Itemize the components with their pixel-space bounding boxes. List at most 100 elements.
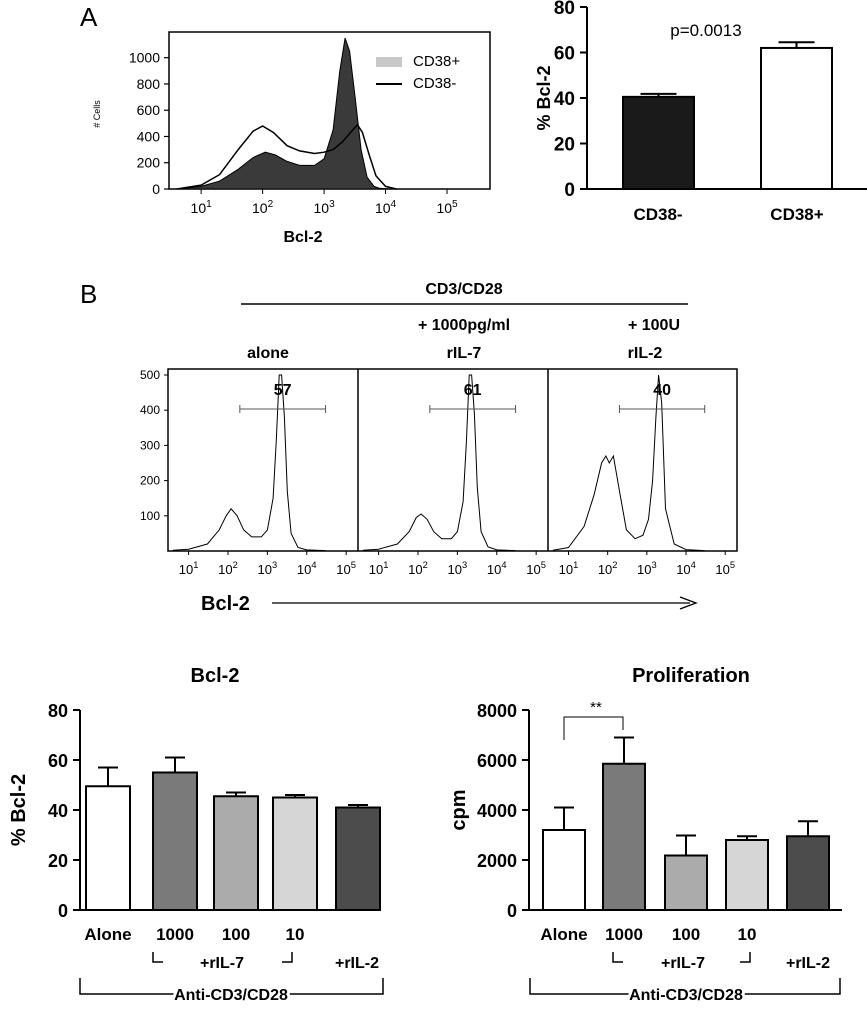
proliferation-bottom-label: Anti-CD3/CD28 [629, 987, 743, 1004]
bar-a-y-axis-label: % Bcl-2 [534, 65, 554, 130]
bcl2-bottom-bracket [79, 978, 384, 995]
panel-b-x-tick-label: 105 [715, 560, 735, 577]
bcl2-category-label: 100 [222, 925, 250, 944]
panel-b-x-tick-label: 104 [676, 560, 696, 577]
legend-label-cd38-plus: CD38+ [413, 53, 460, 70]
panel-b-x-tick-label: 105 [526, 560, 546, 577]
panel-b-x-tick-label: 103 [637, 560, 657, 577]
proliferation-bottom-bracket [529, 978, 841, 995]
bcl2-y-tick-label: 60 [48, 751, 68, 771]
histogram-y-axis-label: # Cells [92, 100, 102, 128]
prolif-bar-4 [725, 839, 769, 911]
panel-b-x-tick-label: 101 [179, 560, 199, 577]
prolif-bar-5 [786, 835, 830, 911]
bar-a-y-tick-label: 0 [564, 180, 575, 201]
panel-b-y-tick-label: 200 [140, 474, 160, 488]
bcl2-y-tick-label: 20 [48, 851, 68, 871]
panel-b-y-tick-label: 500 [140, 368, 160, 382]
bar-a-y-tick-label: 60 [554, 44, 575, 65]
bcl2-category-label: 10 [286, 925, 305, 944]
prolif-category-label: 1000 [605, 925, 643, 944]
panel-b-x-tick-label: 101 [369, 560, 389, 577]
panel-b-x-tick-label: 103 [258, 560, 278, 577]
prolif-y-tick-label: 0 [507, 901, 517, 921]
bcl2-bar-4 [272, 796, 318, 911]
legend-swatch-cd38-plus [376, 57, 402, 67]
bcl2-category-label: Alone [84, 925, 131, 944]
prolif-category-label: 100 [672, 925, 700, 944]
proliferation-y-axis-label: cpm [448, 789, 470, 830]
histogram-x-axis-label: Bcl-2 [283, 229, 322, 246]
bcl2-bar-5 [335, 806, 381, 911]
bar-a-y-tick-label: 20 [554, 135, 575, 156]
bcl2-y-axis-label: % Bcl-2 [8, 774, 30, 846]
bcl2-category-label: 1000 [156, 925, 194, 944]
panel-a-histogram: 0 200 400 600 800 1000 101 102 103 104 105 # Cell… [92, 31, 491, 246]
histogram-x-tick-label: 103 [313, 199, 335, 216]
panel-b-frame [167, 368, 738, 552]
cd38-minus-line-curve [176, 123, 397, 190]
proliferation-il7-bracket-right [740, 952, 751, 963]
prolif-bar-1 [542, 829, 586, 911]
histogram-y-tick-label: 400 [137, 128, 161, 144]
bcl2-bar-3 [213, 795, 259, 911]
proliferation-group-label-il2: +rIL-2 [786, 955, 830, 972]
panel-a-bar-chart: 0 20 40 60 80 % Bcl-2 p=0.0013 CD38- CD38+ [534, 0, 867, 224]
bcl2-il7-bracket-right [282, 952, 293, 963]
prolif-y-tick-label: 2000 [477, 851, 517, 871]
panel-b-letter: B [80, 279, 97, 309]
panel-b-histogram-curve-2 [362, 374, 516, 552]
condition-3-line2: rIL-2 [628, 345, 663, 362]
prolif-category-label: 10 [738, 925, 757, 944]
panel-b-x-tick-label: 105 [336, 560, 356, 577]
histogram-y-tick-label: 0 [152, 181, 160, 197]
bar-a-bar-cd38- [622, 95, 695, 190]
proliferation-chart-title: Proliferation [632, 665, 750, 687]
gate-percent-label: 40 [653, 382, 671, 399]
panel-b-y-tick-label: 400 [140, 403, 160, 417]
prolif-category-label: Alone [540, 925, 587, 944]
histogram-x-tick-label: 101 [191, 199, 213, 216]
panel-b-x-tick-label: 103 [448, 560, 468, 577]
condition-2-line2: rIL-7 [447, 345, 482, 362]
histogram-x-tick-label: 102 [252, 199, 274, 216]
condition-2-line1: + 1000pg/ml [418, 317, 510, 334]
prolif-bar-3 [664, 854, 708, 911]
panel-b-x-tick-label: 104 [297, 560, 317, 577]
p-value-label: p=0.0013 [670, 21, 741, 40]
prolif-y-tick-label: 6000 [477, 751, 517, 771]
bar-a-y-tick-label: 80 [554, 0, 575, 19]
gate-percent-label: 57 [274, 382, 292, 399]
proliferation-il7-bracket-left [612, 952, 623, 963]
bcl2-y-tick-label: 0 [58, 901, 68, 921]
panel-b-x-tick-label: 102 [408, 560, 428, 577]
prolif-y-tick-label: 4000 [477, 801, 517, 821]
gate-percent-label: 61 [464, 382, 482, 399]
panel-b-histogram-curve-1 [172, 374, 326, 552]
bar-a-category-cd38-minus: CD38- [633, 205, 682, 224]
bcl2-bar-1 [85, 785, 131, 911]
panel-b-arrow-head [679, 596, 698, 610]
panel-b-histograms: 100 200 300 400 500 101 102 103 104 105 101 102 103… [140, 368, 738, 615]
histogram-y-tick-label: 600 [137, 102, 161, 118]
bar-a-y-tick-label: 40 [554, 89, 575, 110]
panel-b-y-tick-label: 100 [140, 509, 160, 523]
histogram-x-tick-label: 104 [375, 199, 397, 216]
bcl2-bar-2 [152, 771, 198, 911]
panel-b-x-axis-label: Bcl-2 [201, 593, 250, 615]
condition-3-line1: + 100U [628, 317, 680, 334]
panel-b-x-tick-label: 102 [218, 560, 238, 577]
panel-a-letter: A [80, 2, 98, 32]
bcl2-y-tick-label: 40 [48, 801, 68, 821]
bcl2-il7-bracket-left [152, 952, 163, 963]
bcl2-group-label-il7: +rIL-7 [200, 955, 244, 972]
condition-1-label: alone [247, 345, 289, 362]
bcl2-group-label-il2: +rIL-2 [335, 955, 379, 972]
panel-b-header: CD3/CD28 [425, 281, 502, 298]
panel-b-y-tick-label: 300 [140, 438, 160, 452]
histogram-y-tick-label: 800 [137, 76, 161, 92]
panel-b-x-tick-label: 101 [559, 560, 579, 577]
histogram-y-tick-label: 200 [137, 155, 161, 171]
legend-label-cd38-minus: CD38- [413, 75, 456, 92]
bcl2-bottom-label: Anti-CD3/CD28 [174, 987, 288, 1004]
